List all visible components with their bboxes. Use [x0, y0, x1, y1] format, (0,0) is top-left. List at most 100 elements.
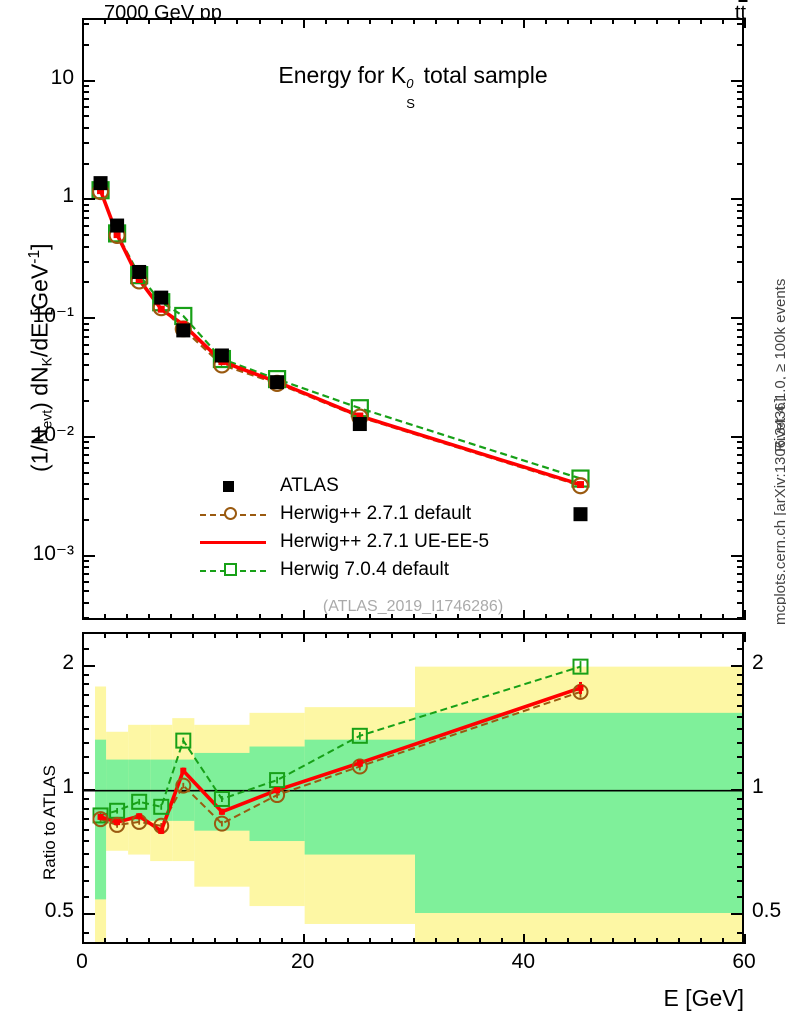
y-tick-main [737, 566, 744, 569]
y-tick-main [737, 216, 744, 219]
y-tick-ratio [82, 788, 95, 791]
x-tick [744, 610, 746, 620]
y-tick-main [737, 85, 744, 88]
y-tick-main [82, 454, 89, 457]
x-tick [633, 632, 636, 638]
y-tick-main [731, 554, 744, 557]
x-tick [236, 18, 239, 24]
y-tick-main [731, 435, 744, 438]
y-tick-ratio [82, 716, 89, 719]
y-tick-main [737, 518, 744, 521]
x-tick [214, 18, 217, 24]
ratio-marker-herwigpp-default [213, 815, 230, 832]
y-tick-ratio [737, 865, 744, 868]
ratio-marker-herwig704 [153, 798, 170, 815]
ratio-marker-herwig704 [131, 793, 148, 810]
y-tick-label-ratio-right: 1 [752, 774, 764, 798]
y-tick-main [82, 162, 89, 165]
x-tick [611, 18, 614, 24]
x-tick [148, 632, 151, 638]
x-tick [236, 938, 239, 944]
y-tick-main [737, 573, 744, 576]
x-tick [214, 938, 217, 944]
y-tick-main [737, 245, 744, 248]
x-tick [523, 610, 526, 620]
y-tick-main [82, 106, 89, 109]
y-tick-ratio [737, 716, 744, 719]
y-tick-ratio [737, 828, 744, 831]
x-tick [324, 938, 327, 944]
x-tick [699, 614, 702, 620]
ratio-marker-herwig704 [572, 658, 589, 675]
y-tick-ratio [82, 912, 95, 915]
y-tick-ratio [737, 728, 744, 731]
ratio-marker-herwig704 [213, 790, 230, 807]
series-line-herwigpp-ueee5 [98, 190, 582, 487]
x-tick [280, 938, 283, 944]
legend-key-dashed-square-icon [196, 560, 270, 580]
y-tick-main [82, 573, 89, 576]
y-tick-main [737, 106, 744, 109]
y-tick-ratio [737, 741, 744, 744]
x-tick [744, 18, 746, 28]
y-tick-main [737, 560, 744, 563]
x-tick [82, 632, 84, 642]
ratio-marker-herwigpp-default [92, 811, 109, 828]
y-tick-ratio [731, 912, 744, 915]
x-tick [457, 632, 460, 638]
y-tick-main [737, 98, 744, 101]
x-tick [280, 614, 283, 620]
x-tick [368, 18, 371, 24]
x-tick [413, 18, 415, 24]
y-tick-main [82, 245, 89, 248]
legend-item-herwigpp-ueee5: Herwig++ 2.7.1 UE-EE-5 [196, 528, 489, 556]
y-tick-ratio [82, 840, 89, 843]
x-tick [236, 614, 239, 620]
x-tick [236, 632, 239, 638]
y-tick-ratio [82, 673, 89, 676]
ratio-plot-svg [84, 658, 742, 942]
y-tick-main [82, 601, 89, 604]
y-tick-main [737, 616, 744, 619]
x-tick [413, 938, 415, 944]
marker-atlas [573, 507, 588, 522]
x-tick [523, 18, 526, 28]
y-tick-ratio [82, 807, 89, 810]
x-tick [82, 610, 84, 620]
x-tick [457, 614, 460, 620]
y-tick-main [737, 343, 744, 346]
x-tick [302, 632, 305, 642]
legend-item-herwig704: Herwig 7.0.4 default [196, 556, 489, 584]
y-tick-ratio [737, 673, 744, 676]
y-tick-main [737, 498, 744, 501]
x-tick [589, 18, 592, 24]
x-tick [170, 18, 173, 24]
x-tick [655, 938, 658, 944]
y-tick-ratio [82, 880, 89, 883]
y-tick-ratio [82, 693, 89, 696]
y-tick-ratio [737, 880, 744, 883]
y-tick-main [82, 85, 89, 88]
y-tick-main [737, 115, 744, 118]
y-tick-main [82, 98, 89, 101]
marker-herwigpp-ueee5 [135, 276, 143, 284]
y-tick-main [82, 590, 89, 593]
x-tick [148, 18, 151, 24]
x-tick [302, 934, 305, 944]
x-tick [192, 632, 195, 638]
y-tick-label-ratio: 1 [62, 774, 74, 798]
y-tick-main [82, 352, 89, 355]
y-tick-main [737, 352, 744, 355]
x-tick [170, 938, 173, 944]
y-tick-ratio [82, 728, 89, 731]
legend-label: Herwig++ 2.7.1 default [280, 503, 472, 524]
y-tick-label-ratio: 0.5 [44, 898, 74, 922]
legend: ATLAS Herwig++ 2.7.1 default Herwig++ 2.… [196, 472, 489, 584]
y-tick-ratio [737, 693, 744, 696]
y-tick-ratio [82, 683, 89, 686]
y-tick-main [82, 616, 89, 619]
x-tick [390, 18, 393, 24]
x-tick [435, 632, 438, 638]
